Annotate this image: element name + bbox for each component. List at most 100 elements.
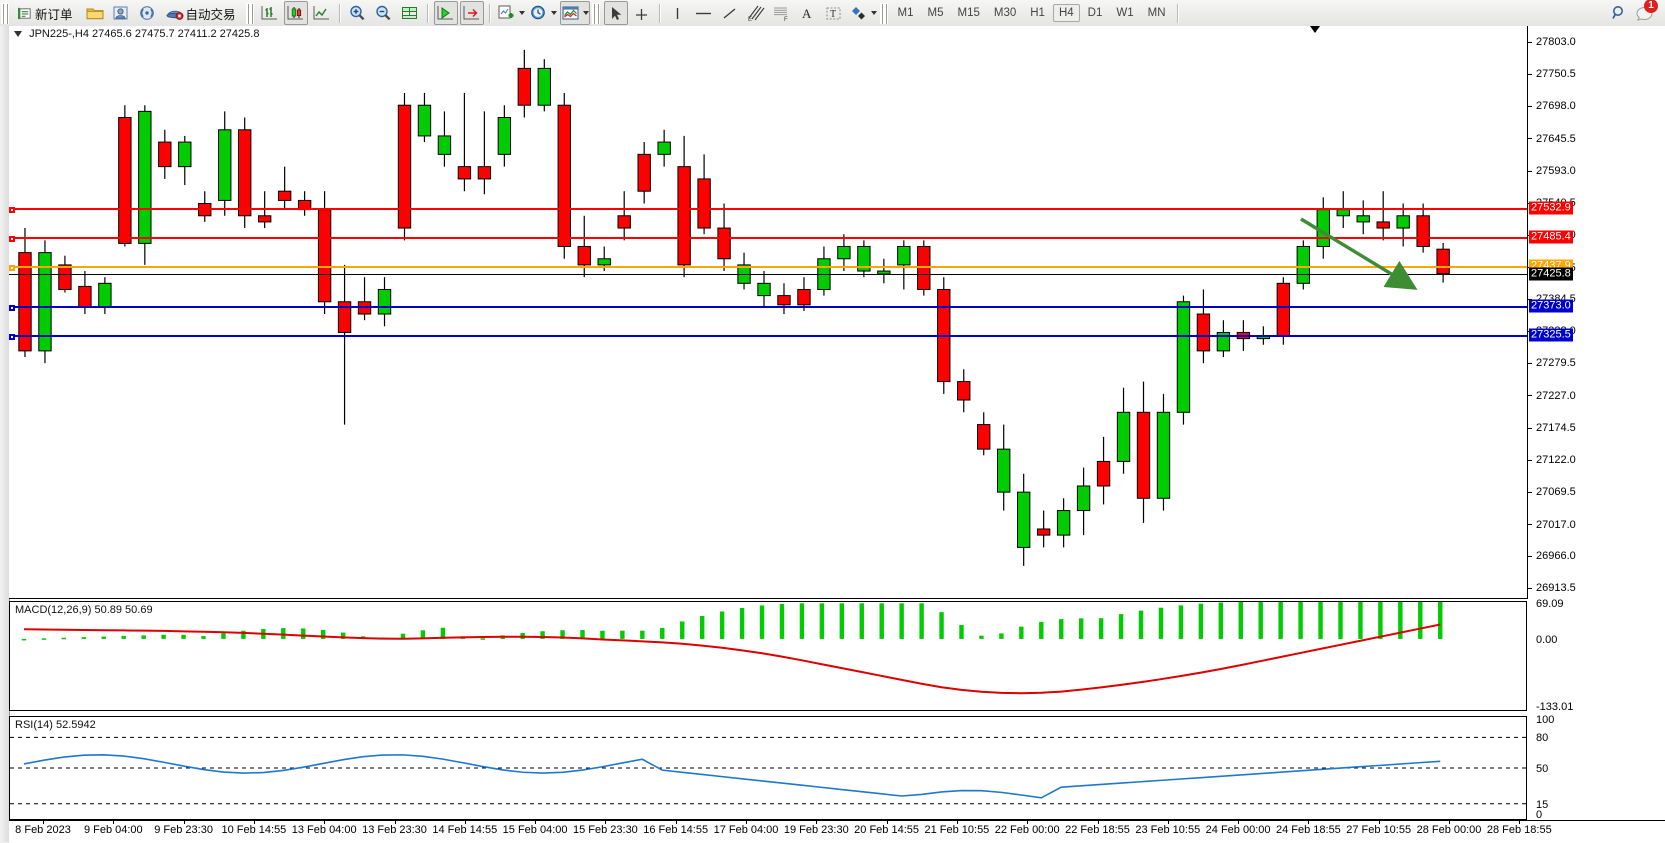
down-arrow-annotation[interactable]	[1299, 211, 1429, 296]
data-window-icon	[402, 7, 418, 19]
rsi-tick: 0	[1536, 809, 1543, 821]
main-toolbar: 新订单 自动交易	[0, 0, 1665, 27]
bar-chart-button[interactable]	[258, 1, 282, 25]
signal-button[interactable]	[135, 1, 159, 25]
time-axis[interactable]: 8 Feb 2023 9 Feb 04:00 9 Feb 23:30 10 Feb 1…	[9, 820, 1665, 843]
candlestick-chart-button[interactable]	[283, 1, 308, 25]
search-button[interactable]	[1607, 1, 1631, 25]
notifications-button[interactable]: 1	[1633, 0, 1658, 25]
line-handle-3[interactable]	[9, 265, 15, 272]
toolbar-separator-4	[658, 3, 661, 23]
text-label-button[interactable]: T	[822, 1, 846, 25]
line-handle-5[interactable]	[9, 334, 15, 341]
period-button[interactable]	[528, 1, 558, 25]
time-tick-mark	[535, 820, 537, 824]
timeframe-mn[interactable]: MN	[1147, 7, 1166, 19]
chart-collapse-icon[interactable]	[14, 31, 22, 38]
svg-text:F: F	[784, 17, 788, 22]
price-pane[interactable]: JPN225-,H4 27465.6 27475.7 27411.2 27425…	[9, 26, 1665, 599]
pivot-line[interactable]	[9, 265, 1527, 272]
time-tick-label: 17 Feb 04:00	[713, 824, 779, 836]
cursor-button[interactable]	[603, 1, 628, 25]
text-button[interactable]: A	[796, 1, 820, 25]
price-tick: 27279.5	[1528, 357, 1576, 370]
time-tick-mark	[1308, 820, 1310, 824]
bar-chart-icon	[261, 6, 278, 20]
toolbar-grip-3[interactable]	[591, 2, 600, 24]
toolbar-grip-2[interactable]	[245, 2, 254, 24]
shapes-button[interactable]	[848, 1, 878, 25]
price-level-label[interactable]: 27425.8	[1529, 267, 1573, 281]
time-tick-label: 16 Feb 14:55	[643, 824, 709, 836]
rsi-tick: 50	[1536, 763, 1549, 775]
equidistant-channel-button[interactable]: E	[744, 1, 768, 25]
price-level-label[interactable]: 27532.9	[1529, 201, 1573, 215]
line-chart-button[interactable]	[310, 1, 334, 25]
templates-button[interactable]	[559, 1, 590, 25]
folder-button[interactable]	[83, 1, 107, 25]
time-tick-mark	[324, 820, 326, 824]
time-tick-mark	[746, 820, 747, 824]
resistance-line-2[interactable]	[9, 236, 1527, 243]
time-tick-mark	[1097, 820, 1099, 824]
time-tick-label: 14 Feb 14:55	[432, 824, 498, 836]
toolbar-grip-4[interactable]	[879, 2, 888, 24]
timeframe-h1[interactable]: H1	[1030, 7, 1045, 19]
add-indicator-button[interactable]	[496, 1, 526, 25]
chart-panes: JPN225-,H4 27465.6 27475.7 27411.2 27425…	[9, 26, 1665, 842]
shift-start-button[interactable]	[433, 1, 458, 25]
zoom-in-button[interactable]	[346, 1, 370, 25]
price-axis[interactable]: 27803.027750.527698.027645.527593.027540…	[1527, 26, 1665, 599]
line-handle[interactable]	[9, 206, 15, 213]
timeframe-m15[interactable]: M15	[957, 7, 980, 19]
line-handle-4[interactable]	[9, 305, 15, 312]
fibonacci-button[interactable]: F	[770, 1, 794, 25]
last-price-line	[9, 273, 1527, 275]
time-tick-label: 22 Feb 00:00	[994, 824, 1060, 836]
support-line-2[interactable]	[9, 334, 1527, 341]
toolbar-separator-5	[1176, 3, 1179, 23]
price-tick: 27227.0	[1528, 390, 1576, 402]
price-level-label[interactable]: 27325.5	[1529, 328, 1573, 342]
rsi-plot	[10, 717, 1526, 819]
timeframe-m5[interactable]: M5	[927, 7, 944, 19]
macd-pane[interactable]: MACD(12,26,9) 50.89 50.69	[9, 601, 1527, 711]
support-line-1[interactable]	[9, 305, 1527, 312]
zoom-out-button[interactable]	[372, 1, 396, 25]
trendline-icon	[723, 7, 736, 19]
vertical-line-button[interactable]	[666, 1, 690, 25]
templates-icon	[562, 6, 579, 20]
chevron-down-icon-4[interactable]	[870, 11, 877, 15]
time-tick-mark	[43, 820, 44, 824]
crosshair-button[interactable]	[630, 1, 654, 25]
time-tick-label: 23 Feb 10:55	[1135, 824, 1201, 836]
timeframe-h4[interactable]: H4	[1052, 4, 1080, 22]
price-level-label[interactable]: 27485.4	[1529, 230, 1573, 244]
time-tick-mark	[1167, 820, 1169, 824]
macd-plot	[10, 602, 1526, 710]
timeframe-m30[interactable]: M30	[993, 7, 1017, 19]
trendline-button[interactable]	[718, 1, 742, 25]
time-tick-label: 15 Feb 23:30	[572, 824, 638, 836]
line-handle-2[interactable]	[9, 236, 15, 243]
timeframe-m1[interactable]: M1	[897, 7, 914, 19]
shift-end-button[interactable]	[459, 1, 484, 25]
price-tick: 26913.5	[1528, 582, 1576, 594]
profile-button[interactable]	[109, 1, 133, 25]
auto-trade-button[interactable]: 自动交易	[161, 1, 244, 25]
resistance-line-1[interactable]	[9, 206, 1527, 213]
toolbar-grip[interactable]	[1, 2, 9, 24]
timeframe-d1[interactable]: D1	[1087, 7, 1103, 19]
shapes-icon	[851, 6, 865, 19]
candlestick-series	[18, 49, 1450, 566]
rsi-pane[interactable]: RSI(14) 52.5942	[9, 716, 1527, 820]
chevron-down-icon-3[interactable]	[582, 11, 589, 15]
horizontal-line-button[interactable]	[692, 1, 716, 25]
time-tick-mark	[886, 820, 888, 824]
chevron-down-icon[interactable]	[518, 11, 525, 15]
data-window-button[interactable]	[398, 1, 422, 25]
timeframe-w1[interactable]: W1	[1116, 7, 1134, 19]
new-order-button[interactable]: 新订单	[13, 1, 81, 25]
price-level-label[interactable]: 27373.0	[1529, 299, 1573, 313]
chevron-down-icon-2[interactable]	[550, 11, 557, 15]
